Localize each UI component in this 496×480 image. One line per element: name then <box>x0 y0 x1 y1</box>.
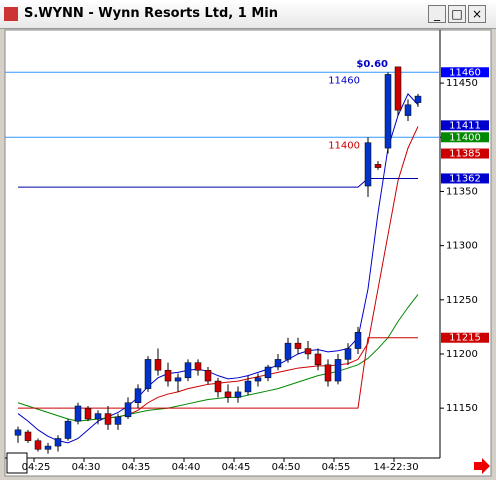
candle-body <box>244 380 252 393</box>
x-tick-label: 14-22:30 <box>373 462 418 473</box>
candle-body <box>164 369 172 382</box>
candle-body <box>194 362 202 371</box>
candle-body <box>134 388 142 403</box>
candle-body <box>64 420 72 439</box>
overlay-line <box>17 93 419 444</box>
candle-body <box>384 74 392 149</box>
price-tag-label: 11400 <box>449 132 481 143</box>
candle-body <box>354 332 362 349</box>
overlay-line <box>18 177 418 188</box>
annotation: $0.60 <box>356 59 388 70</box>
candle-body <box>334 359 342 382</box>
candle-body <box>204 369 212 382</box>
candle-body <box>344 348 352 360</box>
candle-body <box>404 104 412 116</box>
x-tick-label: 04:40 <box>172 462 201 473</box>
candle-body <box>214 380 222 393</box>
candle-body <box>44 445 52 450</box>
candle-body <box>74 405 82 422</box>
candle-body <box>414 95 422 103</box>
price-tag-label: 11385 <box>449 149 481 160</box>
candle-body <box>174 377 182 382</box>
candle-body <box>124 402 132 418</box>
candle-body <box>374 164 382 168</box>
corner-box[interactable] <box>6 452 28 474</box>
candle-body <box>264 366 272 379</box>
overlay-line <box>18 337 418 409</box>
level-label: 11400 <box>328 140 360 151</box>
chart-background <box>4 29 492 477</box>
close-button[interactable]: × <box>468 5 486 23</box>
window-title: S.WYNN - Wynn Resorts Ltd, 1 Min <box>24 6 278 21</box>
candle-body <box>114 416 122 425</box>
x-tick-label: 04:25 <box>22 462 51 473</box>
candle-body <box>364 142 372 187</box>
candle-body <box>314 353 322 366</box>
price-tag-label: 11460 <box>449 67 481 78</box>
candle-body <box>304 348 312 355</box>
app-icon <box>4 7 18 21</box>
x-tick-label: 04:55 <box>322 462 351 473</box>
price-tag <box>441 148 489 159</box>
candle-body <box>184 362 192 379</box>
y-tick-label: 11300 <box>446 241 478 252</box>
candle-body <box>284 342 292 360</box>
candle-body <box>294 342 302 349</box>
maximize-button[interactable]: □ <box>448 5 466 23</box>
x-tick-label: 04:45 <box>222 462 251 473</box>
candle-body <box>14 429 22 436</box>
x-tick-label: 04:35 <box>122 462 151 473</box>
candle-body <box>224 391 232 398</box>
x-tick-label: 04:30 <box>72 462 101 473</box>
candle-body <box>94 413 102 420</box>
price-tag-label: 11215 <box>449 333 481 344</box>
candle-body <box>154 359 162 371</box>
candle-body <box>324 364 332 382</box>
candle-body <box>84 407 92 420</box>
title-bar: S.WYNN - Wynn Resorts Ltd, 1 Min _ □ × <box>0 0 496 29</box>
y-tick-label: 11250 <box>446 295 478 306</box>
candle-body <box>274 359 282 368</box>
price-tag-label: 11362 <box>449 173 481 184</box>
candle-body <box>234 391 242 398</box>
candle-body <box>24 431 32 441</box>
price-tag <box>441 132 489 143</box>
candle-body <box>104 413 112 425</box>
scroll-arrow[interactable] <box>474 458 490 474</box>
y-tick-label: 11350 <box>446 186 478 197</box>
candle-body <box>34 440 42 450</box>
price-tag-label: 11411 <box>449 120 481 131</box>
y-tick-label: 11150 <box>446 403 478 414</box>
candle-body <box>394 66 402 111</box>
price-tag <box>441 173 489 184</box>
candle-body <box>144 359 152 389</box>
y-tick-label: 11200 <box>446 349 478 360</box>
level-label: 11460 <box>328 75 360 86</box>
x-tick-label: 04:50 <box>272 462 301 473</box>
price-tag <box>441 120 489 131</box>
candle-body <box>54 438 62 447</box>
price-tag <box>441 332 489 343</box>
overlay-line <box>17 294 419 422</box>
minimize-button[interactable]: _ <box>428 5 446 23</box>
price-tag <box>441 67 489 78</box>
candle-body <box>254 377 262 382</box>
y-tick-label: 11450 <box>446 78 478 89</box>
